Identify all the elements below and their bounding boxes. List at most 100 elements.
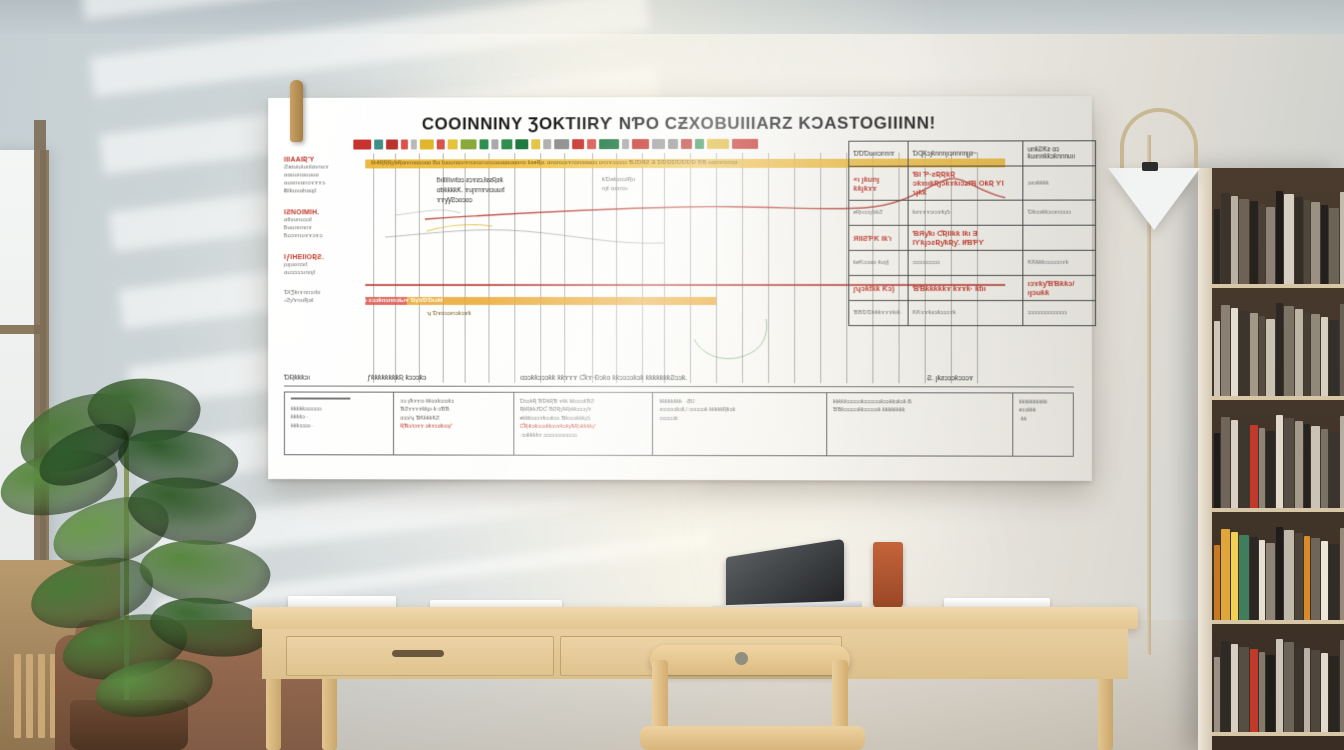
- book-spine: [1295, 644, 1303, 732]
- row-group-2-line-0: ȷuȷuonɔıƭ: [283, 262, 308, 269]
- book-spine: [1284, 641, 1294, 732]
- book-spine: [1321, 541, 1328, 620]
- table-cell-r2-c1: ƙƨɤɤɤɔıɔɤƙƴɔ: [908, 200, 1024, 226]
- ribbon-chip-4: [410, 138, 417, 149]
- table-cell-r5-c0: ȷʮɔƙƭƙƙ Ƙɔ): [848, 275, 909, 301]
- shelf-board-0: [1212, 284, 1344, 288]
- book-spine: [1311, 426, 1320, 508]
- footer-header-cell-0: ƊƦƙƙƙɔı: [283, 374, 310, 382]
- drawer-pull-left[interactable]: [392, 650, 444, 657]
- table-cell-r0-c0: ƊƊƊuıııɔnnıɤ: [848, 141, 909, 167]
- book-spine: [1304, 535, 1310, 620]
- footer-cell-3-line-1: ƨɔɔɔɔɔƙɔƖƖ,/·ıɔɔɔɔɔƙ ƙƙƙƙƙƦƙɔƙ: [659, 407, 736, 414]
- ribbon-chip-26: [732, 138, 759, 149]
- book-spine: [1311, 650, 1320, 732]
- poster-clip[interactable]: [290, 80, 303, 142]
- shelf-board-3: [1212, 620, 1344, 624]
- table-row[interactable]: «ı ȷƙunȷ ƙƙȷƙɤɤ ƁI Ƥ·ƨƦƦƙƦ ɔƙɤııƙƦȷɔƙɤƙıɔ…: [848, 165, 1096, 201]
- shelf-board-2: [1212, 508, 1344, 512]
- ribbon-chip-20: [632, 138, 650, 149]
- poster-title: COOINNINY ƷOKTIIRƳ NƤO CƵXOBUIIIARZ KƆAS…: [421, 113, 936, 134]
- row-group-heading-2: IƒIHEIIOƦƧ.: [283, 254, 324, 262]
- book-spine: [1214, 657, 1220, 732]
- book-spine: [1250, 537, 1258, 620]
- footer-cell-2-line-0: ƊɔɔƙƦ ƁƊƙƦƁ ɤƙƙ ƙƙɔɔɔƙƁƧ: [519, 398, 595, 405]
- desk-leg-1: [266, 679, 281, 750]
- table-cell-r0-c1: ƊɊƘɔȷƙnnnȷıɔnnnnȷȷƨ~: [908, 140, 1024, 167]
- book-spine: [1239, 534, 1249, 620]
- book-spine: [1276, 414, 1283, 508]
- footer-cell-5-line-2: ·ƙƙ: [1019, 416, 1027, 423]
- ribbon-chip-14: [543, 138, 552, 149]
- ribbon-chip-18: [599, 138, 620, 149]
- footer-cell-3: ƙƙƙƙƙƙƙƙ· ·ƋƲ ƨɔɔɔɔɔƙɔƖƖ,/·ıɔɔɔɔɔƙ ƙƙƙƙƙƦ…: [653, 392, 827, 456]
- book-spine: [1250, 425, 1258, 508]
- row-group-0-line-2: ɑuxnvɑnɔɤɤɤɔ: [283, 180, 326, 187]
- book-spine: [1231, 531, 1238, 620]
- book-spine: [1329, 656, 1339, 732]
- book-spine: [1250, 201, 1258, 284]
- book-spine: [1284, 305, 1294, 396]
- footer-rule: [290, 397, 351, 400]
- table-row[interactable]: ƁƁƊƊƙƙƙɤɤɤƙıƙ· ƘƘɤɤƙƨɔƙɔɔɔɤƙ ɔɔɔɔɔɔɔɔɔɔɔɔɔ: [848, 300, 1096, 326]
- row-group-3-line-0: ƊIƷƙıɤnnɔıƭɑ: [283, 289, 321, 296]
- book-spine: [1276, 190, 1283, 284]
- book-spine: [1214, 433, 1220, 508]
- bookshelf-row-2: [1214, 412, 1344, 508]
- row-group-2-line-1: ɑuɔɔɔɔınnȷƭ: [283, 270, 316, 277]
- book-spine: [1340, 527, 1344, 620]
- book-spine: [1321, 205, 1328, 284]
- book-spine: [1329, 208, 1339, 284]
- ribbon-chip-22: [668, 138, 678, 149]
- book-spine: [1231, 307, 1238, 396]
- table-cell-r3-c2: [1023, 225, 1096, 251]
- book-spine: [1340, 415, 1344, 508]
- book-spine: [1295, 532, 1303, 620]
- table-row[interactable]: ƙƶƘɔɔɑɑ·ƙuƴȷ ɔɔɔɔɔɔɔɔɔ ƘƘƙƙƙıɔɔɔɔɔɤƙ: [848, 250, 1096, 276]
- ribbon-chip-21: [652, 138, 666, 149]
- footer-cell-2-line-1: ƦƙƦƙƙɈƊƇ·ƁƧƦƴƙƦıƙƙɔɔɔƴɤ: [519, 407, 592, 414]
- row-group-0-line-0: Ƨatuiolunlɑvnoɤ: [283, 164, 329, 171]
- book-spine: [1214, 545, 1220, 620]
- red-amber-band-sublabel: ʮ ƊɤɑɔɔınɔƖıɔɤƙ: [426, 310, 471, 317]
- bookshelf-row-4: [1214, 636, 1344, 732]
- ribbon-chip-24: [695, 138, 705, 149]
- table-cell-r2-c2: Ɗƙɔɔƙƙɔıɔnɔɔɔɔ: [1023, 200, 1096, 226]
- book-spine: [1295, 196, 1303, 284]
- footer-cell-0: ƙƙƙƙƙɔɔɔɔɔɔ ƙƙƙƙɔ·· ƙƙƙɔɔɔɔ··: [284, 392, 395, 455]
- lamp-arm: [1120, 108, 1198, 172]
- window-frame: [34, 120, 46, 600]
- book-spine: [1284, 529, 1294, 620]
- footer-cell-0-line-1: ƙƙƙƙɔ··: [290, 414, 309, 421]
- poster-footer: ƊƦƙƙƙɔı ƒƙƙƙƙƙƙƙƙƦ ƙɔɔɔƙɔ ɑɔɔƙƙɔɔɔƙƙ ƙƙɤɤɤ…: [283, 374, 1074, 468]
- footer-detail-box: ƙƙƙƙƙɔɔɔɔɔɔ ƙƙƙƙɔ·· ƙƙƙɔɔɔɔ·· ɔɔ·ƴƙɤɤıɔ ƙƙɔ…: [283, 391, 1074, 457]
- bookshelf: [1198, 168, 1344, 750]
- table-row[interactable]: ƊƊƊuıııɔnnıɤ ƊɊƘɔȷƙnnnȷıɔnnnnȷȷƨ~ unƙƧƘƨ ɑ…: [848, 140, 1096, 167]
- table-cell-r1-c1: ƁI Ƥ·ƨƦƦƙƦ ɔƙɤııƙƦȷɔƙɤƙıɔƶƖƁ OƙƦ ƳI ʮƙƙ: [908, 165, 1024, 201]
- shelf-board-1: [1212, 396, 1344, 400]
- book-spine: [1284, 417, 1294, 508]
- footer-cell-2-line-4: ·ɔɔƙƙƙƙɤ ɔɔɔɔɔɔɔɔɔɔɔɔ: [519, 432, 577, 439]
- table-cell-r6-c0: ƁƁƊƊƙƙƙɤɤɤƙıƙ·: [848, 300, 909, 326]
- bookshelf-row-1: [1214, 300, 1344, 396]
- table-row[interactable]: ƶƦııɔɔƴɔƙƧ ƙƨɤɤɤɔıɔɤƙƴɔ Ɗƙɔɔƙƙɔıɔnɔɔɔɔ: [848, 200, 1096, 226]
- bookshelf-row-0: [1214, 188, 1344, 284]
- wall-poster[interactable]: COOINNINY ƷOKTIIRƳ NƤO CƵXOBUIIIARZ KƆAS…: [268, 96, 1096, 481]
- book-spine: [1214, 321, 1220, 396]
- mug: [873, 542, 903, 608]
- ribbon-chip-0: [353, 139, 372, 150]
- table-row[interactable]: ȷʮɔƙƭƙƙ Ƙɔ) ƁƁƙƙƙƙƙɤ ƙɤɤƙ· ƙƭıı ıɔɤƙƴƁƁƙƙɔ…: [848, 275, 1096, 301]
- footer-cell-5-line-1: ƶɔɔƙƙƙ: [1019, 407, 1037, 414]
- table-row[interactable]: ЯƖƖƧƤƘ Iƙ'ı ƁЯƴƙı ƇƦIIƙƙ Iƙı Ǝ ƖƳƙȷɔƨƦƴƙƦ…: [848, 225, 1096, 251]
- book-spine: [1259, 316, 1265, 396]
- ribbon-chip-6: [436, 138, 445, 149]
- book-spine: [1340, 639, 1344, 732]
- book-spine: [1295, 308, 1303, 396]
- footer-cell-3-line-2: ıɔɔɔɔɔƙ: [659, 415, 678, 422]
- book-spine: [1221, 528, 1230, 620]
- ribbon-chip-2: [386, 139, 398, 149]
- book-spine: [1231, 195, 1238, 284]
- book-spine: [1221, 640, 1230, 732]
- table-cell-r4-c0: ƙƶƘɔɔɑɑ·ƙuƴȷ: [848, 250, 909, 276]
- book-spine: [1250, 649, 1258, 732]
